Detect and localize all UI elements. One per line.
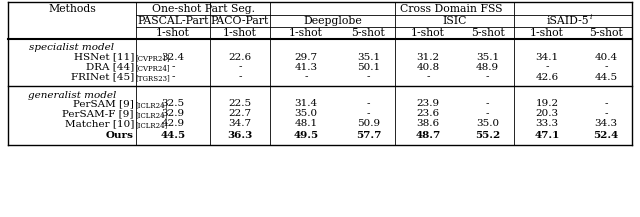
Text: [ICLR24]: [ICLR24] [135, 112, 168, 120]
Text: [ICLR24]: [ICLR24] [135, 122, 168, 130]
Text: -: - [604, 110, 608, 118]
Text: 5-shot: 5-shot [351, 28, 385, 38]
Text: 44.5: 44.5 [161, 132, 186, 140]
Text: -: - [486, 72, 489, 82]
Text: -: - [238, 62, 242, 71]
Text: 35.1: 35.1 [357, 53, 380, 61]
Text: -: - [304, 72, 308, 82]
Text: 40.4: 40.4 [595, 53, 618, 61]
Text: i: i [590, 13, 593, 21]
Text: 50.9: 50.9 [357, 120, 380, 128]
Text: 47.1: 47.1 [534, 132, 560, 140]
Text: -: - [367, 110, 371, 118]
Text: FRINet [45]: FRINet [45] [71, 72, 134, 82]
Text: generalist model: generalist model [28, 90, 116, 100]
Text: -: - [172, 72, 175, 82]
Text: 5-shot: 5-shot [470, 28, 504, 38]
Text: 50.1: 50.1 [357, 62, 380, 71]
Text: One-shot Part Seg.: One-shot Part Seg. [152, 3, 255, 13]
Text: 55.2: 55.2 [475, 132, 500, 140]
Text: 23.9: 23.9 [417, 100, 440, 108]
Text: ISIC: ISIC [442, 16, 467, 26]
Text: Cross Domain FSS: Cross Domain FSS [400, 3, 502, 13]
Text: [ICLR24]: [ICLR24] [135, 102, 168, 110]
Text: 22.5: 22.5 [228, 100, 252, 108]
Text: PerSAM [9]: PerSAM [9] [73, 100, 134, 108]
Text: 22.7: 22.7 [228, 110, 252, 118]
Text: -: - [604, 100, 608, 108]
Text: 35.0: 35.0 [294, 110, 317, 118]
Text: DRA [44]: DRA [44] [86, 62, 134, 71]
Text: 31.2: 31.2 [417, 53, 440, 61]
Text: 23.6: 23.6 [417, 110, 440, 118]
Text: 1-shot: 1-shot [156, 28, 190, 38]
Text: [CVPR21]: [CVPR21] [135, 54, 170, 62]
Text: 1-shot: 1-shot [530, 28, 564, 38]
Text: Matcher [10]: Matcher [10] [65, 120, 134, 128]
Text: -: - [604, 62, 608, 71]
Text: PerSAM-F [9]: PerSAM-F [9] [63, 110, 134, 118]
Text: 35.0: 35.0 [476, 120, 499, 128]
Text: PACO-Part: PACO-Part [211, 16, 269, 26]
Text: -: - [238, 72, 242, 82]
Text: -: - [172, 62, 175, 71]
Text: 48.7: 48.7 [415, 132, 440, 140]
Text: -: - [545, 62, 548, 71]
Text: 33.3: 33.3 [536, 120, 559, 128]
Text: 48.1: 48.1 [294, 120, 317, 128]
Text: -: - [486, 110, 489, 118]
Text: 20.3: 20.3 [536, 110, 559, 118]
Text: -: - [367, 100, 371, 108]
Text: 5-shot: 5-shot [589, 28, 623, 38]
Text: 34.7: 34.7 [228, 120, 252, 128]
Text: 57.7: 57.7 [356, 132, 381, 140]
Text: 31.4: 31.4 [294, 100, 317, 108]
Text: 41.3: 41.3 [294, 62, 317, 71]
Text: iSAID-5: iSAID-5 [547, 16, 589, 26]
Text: 29.7: 29.7 [294, 53, 317, 61]
Text: 1-shot: 1-shot [223, 28, 257, 38]
Text: [TGRS23]: [TGRS23] [135, 74, 170, 82]
Text: 42.9: 42.9 [161, 120, 184, 128]
Text: PASCAL-Part: PASCAL-Part [138, 16, 209, 26]
Text: 19.2: 19.2 [536, 100, 559, 108]
Text: Methods: Methods [48, 3, 96, 13]
Text: -: - [486, 100, 489, 108]
Text: 35.1: 35.1 [476, 53, 499, 61]
Text: specialist model: specialist model [29, 43, 115, 51]
Text: 36.3: 36.3 [227, 132, 253, 140]
Text: -: - [367, 72, 371, 82]
Text: 40.8: 40.8 [417, 62, 440, 71]
Text: [CVPR24]: [CVPR24] [135, 64, 170, 72]
Text: 1-shot: 1-shot [289, 28, 323, 38]
Text: 52.4: 52.4 [593, 132, 619, 140]
Text: 49.5: 49.5 [293, 132, 319, 140]
Text: HSNet [11]: HSNet [11] [74, 53, 134, 61]
Text: 34.1: 34.1 [536, 53, 559, 61]
Text: 32.4: 32.4 [161, 53, 184, 61]
Text: 32.5: 32.5 [161, 100, 184, 108]
Text: Ours: Ours [106, 132, 134, 140]
Text: Deepglobe: Deepglobe [303, 16, 362, 26]
Text: 22.6: 22.6 [228, 53, 252, 61]
Text: 34.3: 34.3 [595, 120, 618, 128]
Text: 32.9: 32.9 [161, 110, 184, 118]
Text: 42.6: 42.6 [536, 72, 559, 82]
Text: 1-shot: 1-shot [411, 28, 445, 38]
Text: 38.6: 38.6 [417, 120, 440, 128]
Text: 48.9: 48.9 [476, 62, 499, 71]
Text: -: - [426, 72, 429, 82]
Text: 44.5: 44.5 [595, 72, 618, 82]
